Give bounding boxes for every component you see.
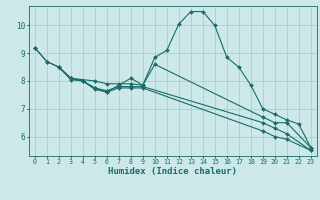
X-axis label: Humidex (Indice chaleur): Humidex (Indice chaleur) <box>108 167 237 176</box>
